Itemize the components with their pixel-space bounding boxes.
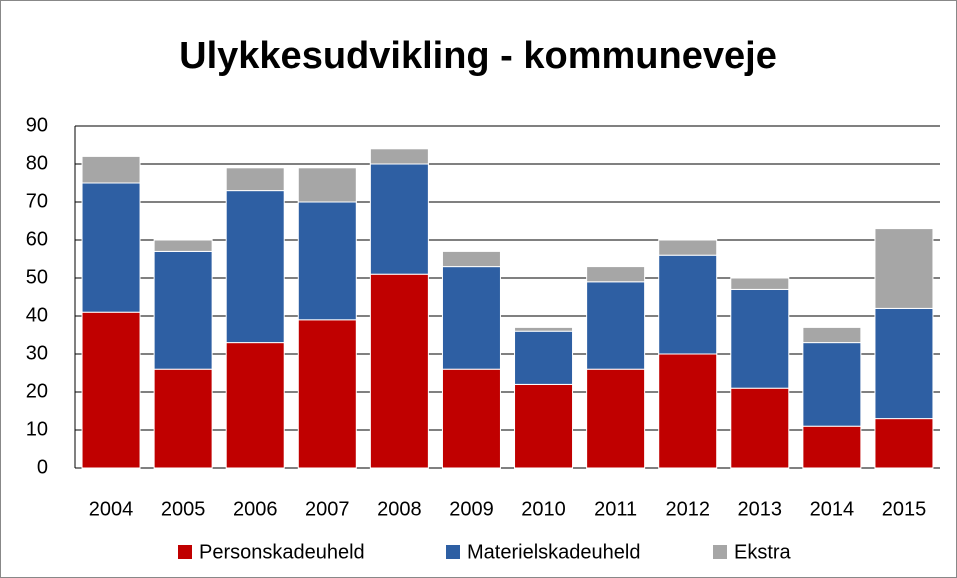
x-tick-label: 2005 (161, 498, 206, 520)
bar-segment (802, 326, 862, 344)
legend-swatch (178, 545, 192, 559)
x-tick-label: 2011 (594, 498, 637, 520)
x-tick-label: 2012 (665, 498, 710, 520)
x-tick-label: 2006 (233, 498, 278, 520)
legend-swatch (446, 545, 460, 559)
bar-segment (153, 250, 213, 370)
bar-segment (81, 155, 141, 184)
y-tick-label: 40 (26, 304, 48, 326)
bar-segment (874, 307, 934, 420)
x-tick-label: 2015 (882, 498, 927, 520)
y-tick-label: 50 (26, 266, 48, 288)
x-tick-label: 2009 (449, 498, 494, 520)
y-tick-label: 70 (26, 190, 48, 212)
x-tick-label: 2010 (521, 498, 566, 520)
chart-title: Ulykkesudvikling - kommuneveje (179, 35, 777, 77)
bar-segment (369, 273, 429, 469)
bar-segment (81, 311, 141, 469)
bar-segment (514, 326, 574, 332)
bar-segment (225, 167, 285, 192)
x-tick-label: 2014 (810, 498, 855, 520)
bar-segment (730, 288, 790, 389)
bar-segment (658, 239, 718, 256)
bar-segment (369, 148, 429, 165)
bar-segment (874, 228, 934, 309)
bar-segment (514, 383, 574, 469)
legend-label: Personskadeuheld (199, 541, 365, 563)
bar-segment (730, 387, 790, 469)
bar-segment (297, 201, 357, 321)
y-tick-label: 10 (26, 418, 48, 440)
x-tick-label: 2013 (738, 498, 783, 520)
y-tick-label: 80 (26, 152, 48, 174)
y-tick-label: 90 (26, 114, 48, 136)
bar-segment (802, 425, 862, 469)
bar-segment (586, 368, 646, 469)
bar-segment (514, 330, 574, 385)
bar-segment (658, 254, 718, 355)
legend-label: Materielskadeuheld (467, 541, 640, 563)
bar-segment (730, 277, 790, 290)
x-tick-label: 2008 (377, 498, 422, 520)
y-tick-label: 30 (26, 342, 48, 364)
x-tick-label: 2004 (89, 498, 134, 520)
bar-segment (225, 190, 285, 344)
bar-segment (297, 167, 357, 203)
bar-segment (81, 182, 141, 313)
y-tick-label: 0 (37, 456, 48, 478)
x-tick-label: 2007 (305, 498, 350, 520)
legend-swatch (713, 545, 727, 559)
bar-segment (658, 353, 718, 469)
bar-segment (441, 266, 501, 370)
bar-segment (225, 342, 285, 469)
bar-segment (874, 418, 934, 469)
bar-segment (153, 368, 213, 469)
bar-segment (441, 368, 501, 469)
y-tick-label: 20 (26, 380, 48, 402)
bar-segment (802, 342, 862, 427)
bar-segment (369, 163, 429, 275)
bar-segment (153, 239, 213, 252)
bar-segment (586, 281, 646, 370)
bar-segment (441, 250, 501, 268)
y-tick-label: 60 (26, 228, 48, 250)
bar-segment (586, 266, 646, 283)
legend-label: Ekstra (734, 541, 792, 563)
bar-segment (297, 319, 357, 469)
